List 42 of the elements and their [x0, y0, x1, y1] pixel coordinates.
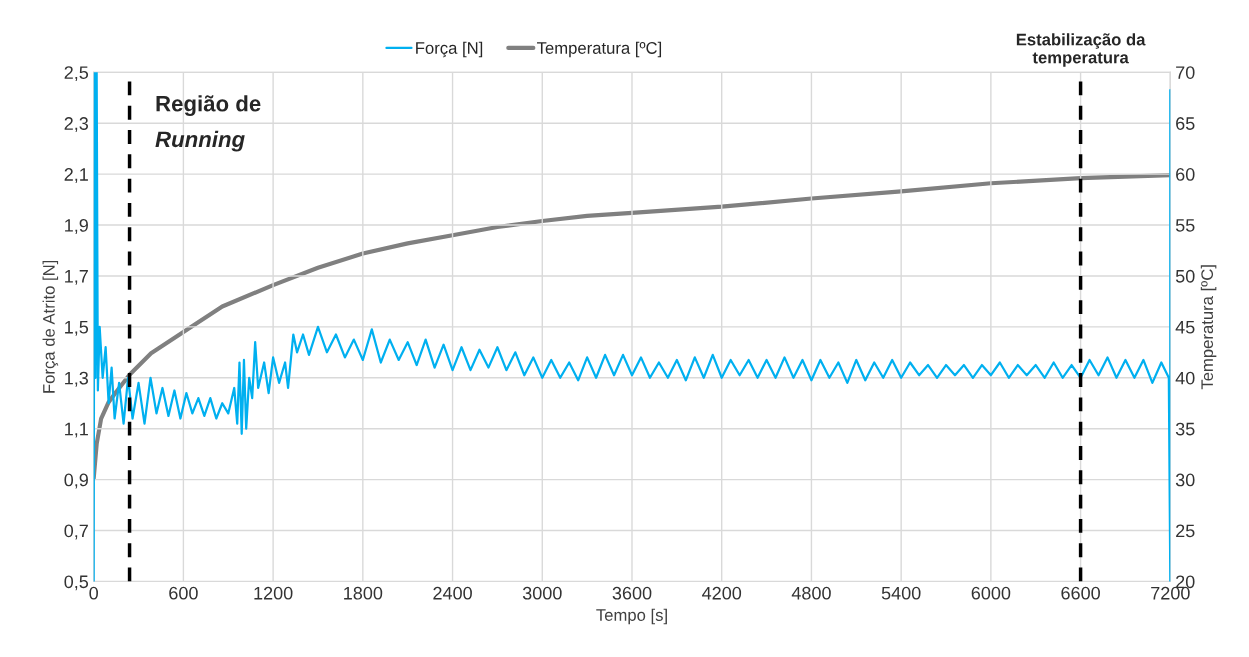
y-tick-label: 1,7 [65, 270, 88, 285]
x-tick-label: 600 [169, 586, 198, 600]
y-tick-label: 2,1 [64, 168, 88, 183]
y2-tick-label: 60 [1176, 168, 1195, 181]
line-series [93, 173, 1171, 481]
x-tick-label: 1200 [254, 586, 293, 600]
x-tick-label: 1800 [344, 586, 383, 600]
y-tick-label: 0,7 [64, 524, 88, 540]
y-tick-label: 1,1 [65, 422, 88, 438]
legend-label: Temperatura [ºC] [537, 41, 662, 58]
y2-tick-label: 50 [1175, 269, 1195, 283]
annotation: Região de Running [155, 95, 261, 152]
y2-tick-label: 40 [1175, 371, 1195, 385]
x-tick-label: 6000 [971, 586, 1011, 600]
y-tick-label: 1,9 [65, 218, 88, 234]
x-axis-title: Tempo [s] [596, 608, 667, 625]
y2-tick-label: 55 [1175, 219, 1195, 232]
x-tick-label: 6600 [1061, 586, 1100, 600]
x-tick-label: 2400 [433, 586, 472, 600]
y2-axis-title: Temperatura [ºC] [1200, 265, 1217, 390]
ref-line-label: Estabilização da temperatura [1016, 33, 1146, 67]
y-tick-label: 1,3 [65, 371, 89, 387]
x-tick-label: 0 [89, 586, 98, 600]
y2-tick-label: 70 [1176, 66, 1195, 79]
x-tick-label: 3600 [612, 586, 652, 600]
x-tick-label: 5400 [881, 586, 921, 600]
x-tick-label: 3000 [522, 586, 562, 600]
y2-tick-label: 35 [1175, 422, 1195, 436]
x-tick-label: 4200 [702, 586, 742, 600]
y-tick-label: 0,5 [64, 575, 89, 591]
y2-tick-label: 30 [1175, 473, 1195, 487]
y2-tick-label: 45 [1175, 320, 1195, 334]
y-tick-label: 2,3 [64, 117, 89, 133]
line-series [93, 72, 1171, 582]
y-tick-label: 0,9 [64, 473, 88, 489]
x-tick-label: 4800 [791, 586, 831, 600]
legend-label: Força [N] [416, 41, 483, 58]
y2-tick-label: 65 [1176, 117, 1195, 130]
y-axis-title: Força de Atrito [N] [42, 260, 59, 393]
y-tick-label: 1,5 [65, 320, 89, 336]
y-tick-label: 2,5 [64, 66, 89, 82]
y2-tick-label: 25 [1176, 524, 1195, 538]
